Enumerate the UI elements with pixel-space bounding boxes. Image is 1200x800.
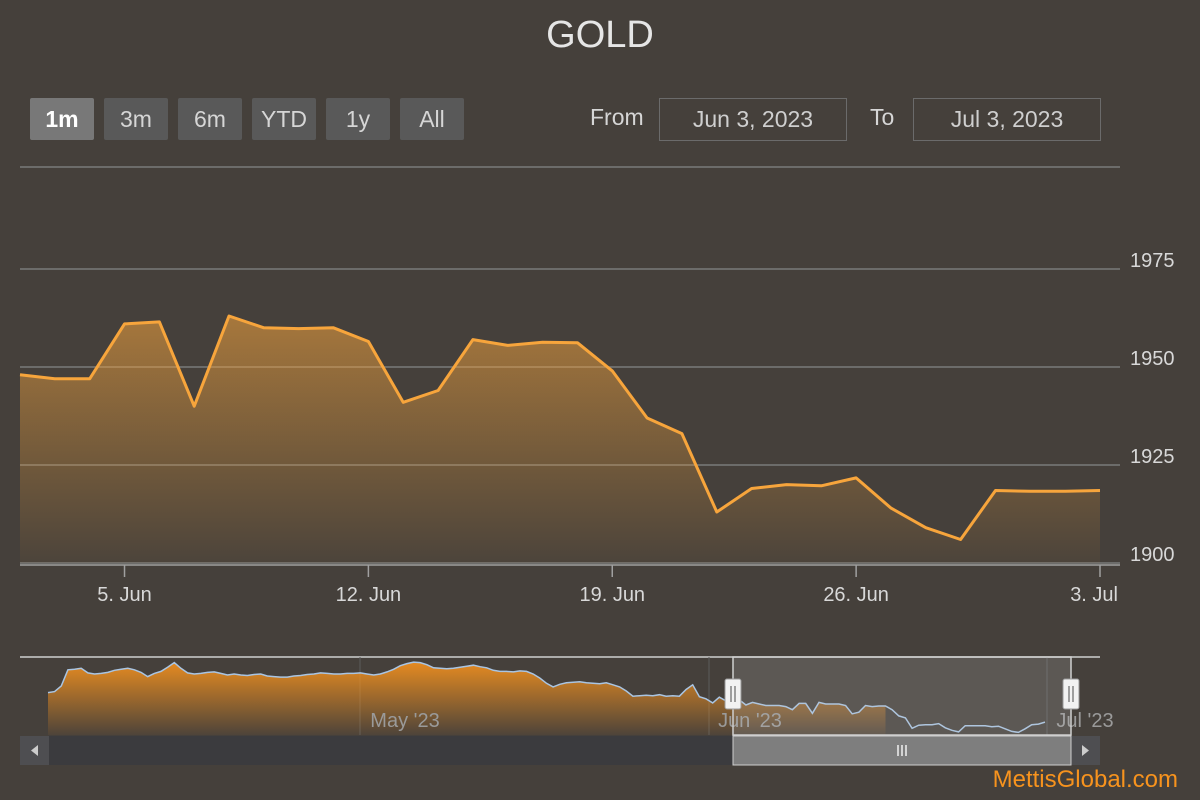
- range-button-3m[interactable]: 3m: [104, 98, 168, 140]
- from-date-input[interactable]: Jun 3, 2023: [659, 98, 847, 141]
- x-tick-label: 12. Jun: [336, 584, 402, 606]
- range-button-6m[interactable]: 6m: [178, 98, 242, 140]
- series-layer: [19, 314, 1101, 563]
- navigator-label: May '23: [370, 710, 439, 732]
- navigator-series-line: [47, 661, 1046, 734]
- y-tick-label: 1900: [1130, 544, 1175, 566]
- x-tick-label: 19. Jun: [579, 584, 645, 606]
- to-date-input[interactable]: Jul 3, 2023: [913, 98, 1101, 141]
- arrow-left-icon: [31, 745, 38, 756]
- range-button-ytd[interactable]: YTD: [252, 98, 316, 140]
- range-button-all[interactable]: All: [400, 98, 464, 140]
- navigator-area: [48, 662, 886, 735]
- handle-body: [1062, 678, 1080, 710]
- to-label: To: [870, 104, 895, 130]
- brand-watermark: MettisGlobal.com: [992, 766, 1178, 793]
- series-line: [19, 314, 1101, 541]
- navigator-selection: [732, 656, 1072, 736]
- y-tick-label: 1925: [1130, 446, 1175, 468]
- range-button-1y[interactable]: 1y: [326, 98, 390, 140]
- navigator-handle-right[interactable]: [1062, 678, 1080, 710]
- chart-title: GOLD: [546, 14, 654, 56]
- series-area: [20, 316, 1100, 563]
- from-label: From: [590, 104, 644, 130]
- x-tick-label: 5. Jun: [97, 584, 151, 606]
- scrollbar[interactable]: [20, 735, 1100, 766]
- arrow-right-icon: [1082, 745, 1089, 756]
- x-tick-label: 26. Jun: [823, 584, 889, 606]
- y-tick-label: 1975: [1130, 250, 1175, 272]
- x-tick-label: 3. Jul: [1070, 584, 1118, 606]
- navigator-handle-left[interactable]: [724, 678, 742, 710]
- handle-body: [724, 678, 742, 710]
- range-button-1m[interactable]: 1m: [30, 98, 94, 140]
- axis-layer: 1900 1925 1950 1975 5. Jun 12. Jun 19. Jun 26. …: [20, 250, 1175, 606]
- navigator-label: Jun '23: [718, 710, 782, 732]
- y-tick-label: 1950: [1130, 348, 1175, 370]
